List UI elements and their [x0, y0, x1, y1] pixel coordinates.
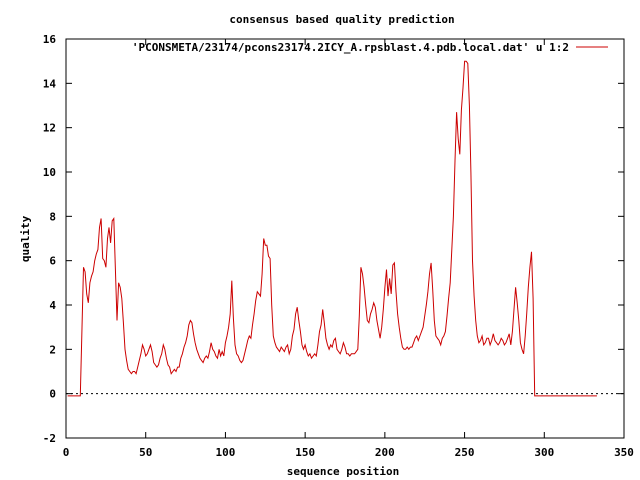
y-tick-label: 16 — [43, 33, 57, 46]
x-axis-label: sequence position — [287, 465, 400, 478]
x-tick-label: 250 — [455, 446, 475, 459]
y-tick-label: 14 — [43, 77, 57, 90]
x-tick-label: 50 — [139, 446, 152, 459]
y-tick-label: 4 — [49, 299, 56, 312]
x-tick-label: 150 — [295, 446, 315, 459]
x-tick-label: 100 — [215, 446, 235, 459]
y-axis-label: quality — [19, 215, 32, 262]
y-tick-label: 8 — [49, 210, 56, 223]
plot-frame — [65, 38, 625, 439]
y-tick-label: 12 — [43, 122, 56, 135]
x-tick-label: 200 — [375, 446, 395, 459]
x-axis-ticks: 0 50 100 150 200 250 300 350 — [63, 39, 634, 459]
y-tick-label: 0 — [49, 388, 56, 401]
x-tick-label: 350 — [614, 446, 634, 459]
y-tick-label: -2 — [43, 432, 56, 445]
y-tick-label: 6 — [49, 255, 56, 268]
chart-title: consensus based quality prediction — [229, 13, 454, 26]
x-tick-label: 300 — [534, 446, 554, 459]
legend: 'PCONSMETA/23174/pcons23174.2ICY_A.rpsbl… — [132, 41, 608, 54]
x-tick-label: 0 — [63, 446, 70, 459]
legend-label: 'PCONSMETA/23174/pcons23174.2ICY_A.rpsbl… — [132, 41, 569, 54]
series-line — [67, 60, 597, 397]
y-tick-label: 2 — [49, 343, 56, 356]
y-axis-ticks: -2 0 2 4 6 8 10 12 14 16 — [43, 33, 624, 445]
y-tick-label: 10 — [43, 166, 56, 179]
